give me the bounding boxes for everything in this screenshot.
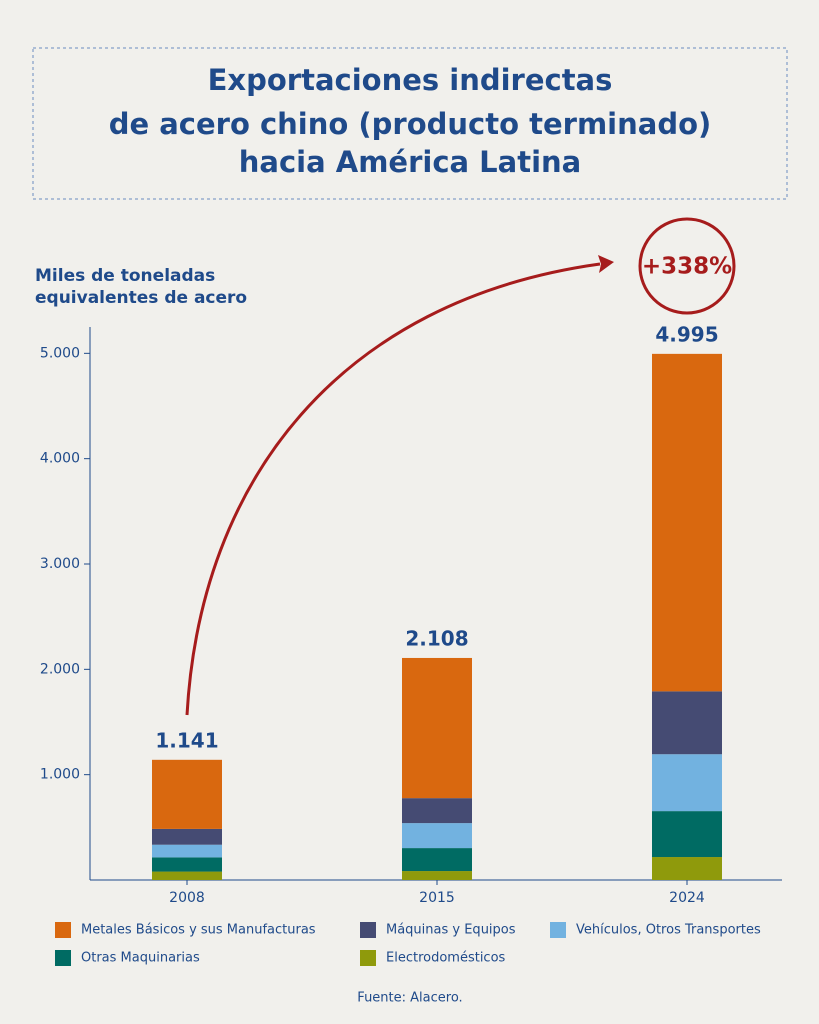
bar-segment: [652, 754, 722, 812]
legend-label: Vehículos, Otros Transportes: [576, 923, 761, 938]
bar-segment: [152, 871, 222, 880]
legend-label: Electrodomésticos: [386, 951, 506, 966]
legend-swatch: [550, 922, 566, 938]
annotation-circle: [638, 217, 736, 315]
x-tick-label: 2024: [669, 890, 705, 906]
legend-swatch: [55, 922, 71, 938]
bar-segment: [402, 657, 472, 799]
legend-label: Metales Básicos y sus Manufacturas: [81, 923, 316, 938]
y-axis-label: equivalentes de acero: [35, 288, 247, 308]
y-axis-label: Miles de toneladas: [35, 266, 215, 286]
bar-segment: [152, 844, 222, 858]
legend-label: Otras Maquinarias: [81, 951, 200, 966]
legend-swatch: [360, 922, 376, 938]
chart-title: hacia América Latina: [239, 145, 582, 179]
y-tick-label: 3.000: [40, 556, 80, 572]
x-tick-label: 2015: [419, 890, 455, 906]
chart-title: Exportaciones indirectas: [208, 63, 613, 97]
bar-segment: [652, 811, 722, 858]
y-tick-label: 1.000: [40, 767, 80, 783]
bar-segment: [402, 848, 472, 872]
source: Fuente: Alacero.: [357, 991, 462, 1006]
legend-swatch: [360, 950, 376, 966]
title-frame: [32, 47, 788, 200]
bar-segment: [652, 857, 722, 880]
bar-segment: [652, 353, 722, 692]
y-tick-label: 4.000: [40, 451, 80, 467]
total-label: 1.141: [155, 728, 218, 752]
annotation: +338%: [642, 254, 732, 280]
chart-title: de acero chino (producto terminado): [109, 107, 712, 141]
bar-segment: [402, 823, 472, 849]
bar-segment: [152, 857, 222, 872]
legend-swatch: [55, 950, 71, 966]
total-label: 2.108: [405, 626, 468, 650]
growth-arrow: [185, 262, 601, 716]
bar-segment: [152, 828, 222, 845]
legend-label: Máquinas y Equipos: [386, 923, 516, 938]
bar-segment: [402, 798, 472, 824]
bar-segment: [402, 871, 472, 880]
bar-segment: [152, 759, 222, 829]
arrow-head: [598, 255, 614, 273]
y-tick-label: 5.000: [40, 345, 80, 361]
y-tick-label: 2.000: [40, 661, 80, 677]
bar-segment: [652, 691, 722, 755]
total-label: 4.995: [655, 322, 718, 346]
x-tick-label: 2008: [169, 890, 205, 906]
